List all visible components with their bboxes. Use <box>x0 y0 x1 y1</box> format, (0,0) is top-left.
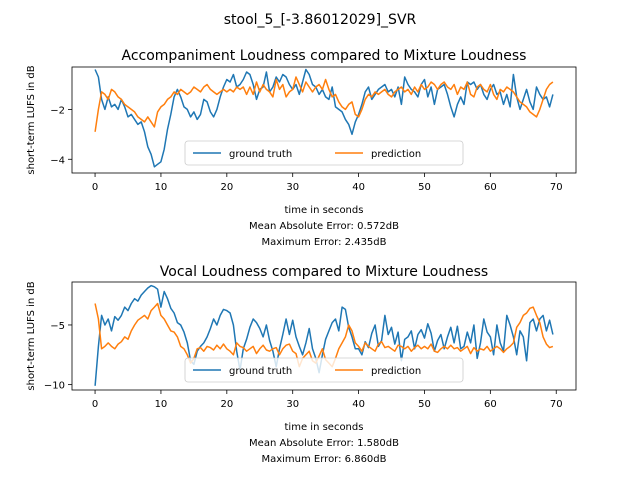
x-tick-label: 10 <box>155 399 168 410</box>
x-tick-label: 50 <box>418 399 431 410</box>
x-tick-label: 50 <box>418 182 431 193</box>
chart-panels: Accompaniment Loudness compared to Mixtu… <box>26 48 577 465</box>
error-annotation: Mean Absolute Error: 1.580dB <box>249 438 399 449</box>
y-tick-label: −5 <box>50 321 65 332</box>
error-annotation: Maximum Error: 2.435dB <box>261 237 386 248</box>
x-tick-label: 0 <box>92 182 98 193</box>
legend-label: prediction <box>371 149 421 160</box>
y-tick-label: −4 <box>50 155 65 166</box>
plot-area-frame <box>71 66 577 174</box>
y-axis-label: short-term LUFS in dB <box>26 65 37 174</box>
legend-box <box>184 357 464 383</box>
plot-area-frame <box>71 281 577 391</box>
x-tick-label: 70 <box>550 399 563 410</box>
y-axis-label: short-term LUFS in dB <box>26 281 37 390</box>
x-axis-label: time in seconds <box>285 422 364 433</box>
x-tick-label: 20 <box>220 182 233 193</box>
chart-panel-1: Accompaniment Loudness compared to Mixtu… <box>26 48 577 248</box>
chart-title: Accompaniment Loudness compared to Mixtu… <box>122 48 527 64</box>
x-tick-label: 0 <box>92 399 98 410</box>
error-annotation: Maximum Error: 6.860dB <box>261 454 386 465</box>
x-tick-label: 30 <box>286 182 299 193</box>
chart-title: Vocal Loudness compared to Mixture Loudn… <box>160 264 488 280</box>
x-tick-label: 70 <box>550 182 563 193</box>
x-axis-label: time in seconds <box>285 205 364 216</box>
y-tick-label: −2 <box>50 105 65 116</box>
x-tick-label: 60 <box>484 399 497 410</box>
x-tick-label: 40 <box>352 399 365 410</box>
legend-box <box>184 140 464 166</box>
legend-label: prediction <box>371 366 421 377</box>
x-tick-label: 20 <box>220 399 233 410</box>
chart-panel-2: Vocal Loudness compared to Mixture Loudn… <box>26 264 577 465</box>
x-tick-label: 60 <box>484 182 497 193</box>
legend: ground truth prediction <box>184 140 464 166</box>
series-line-prediction <box>94 302 554 368</box>
series-line-prediction <box>94 76 554 132</box>
legend: ground truth prediction <box>184 357 464 383</box>
legend-label: ground truth <box>229 366 292 377</box>
series-line-ground-truth <box>94 284 554 386</box>
error-annotation: Mean Absolute Error: 0.572dB <box>249 221 399 232</box>
legend-label: ground truth <box>229 149 292 160</box>
figure-title: stool_5_[-3.86012029]_SVR <box>224 12 417 28</box>
y-tick-label: −10 <box>44 381 65 392</box>
x-tick-label: 30 <box>286 399 299 410</box>
x-tick-label: 40 <box>352 182 365 193</box>
x-tick-label: 10 <box>155 182 168 193</box>
